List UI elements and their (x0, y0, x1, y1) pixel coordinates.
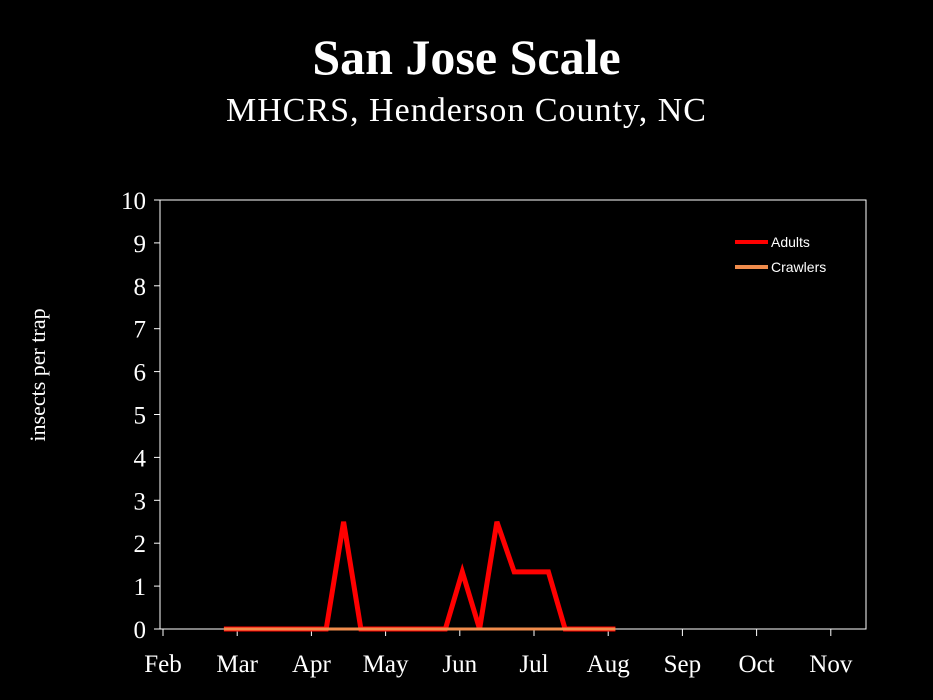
y-tick-label: 10 (121, 188, 146, 215)
y-tick-label: 0 (134, 617, 147, 644)
x-tick-label: Feb (144, 651, 182, 678)
x-tick-label: Jun (442, 651, 477, 678)
y-tick-label: 6 (134, 360, 147, 387)
x-tick-label: May (363, 651, 409, 678)
x-tick-label: Aug (587, 651, 631, 678)
y-tick-label: 3 (134, 488, 147, 515)
y-tick-label: 8 (134, 274, 147, 301)
y-tick-label: 2 (134, 531, 147, 558)
x-tick-label: Apr (292, 651, 332, 678)
legend-label-crawlers: Crawlers (771, 259, 826, 275)
chart-title: San Jose Scale (312, 29, 621, 85)
y-tick-label: 7 (134, 317, 147, 344)
x-tick-label: Nov (809, 651, 853, 678)
y-tick-label: 5 (134, 403, 147, 430)
y-tick-label: 4 (134, 445, 147, 472)
legend-label-adults: Adults (771, 234, 810, 250)
x-tick-label: Sep (664, 651, 702, 678)
x-tick-label: Jul (519, 651, 548, 678)
x-tick-label: Oct (739, 651, 775, 678)
y-tick-label: 9 (134, 231, 147, 258)
chart-subtitle: MHCRS, Henderson County, NC (226, 92, 707, 129)
series-line-adults (223, 520, 616, 632)
x-tick-label: Mar (216, 651, 258, 678)
y-tick-label: 1 (134, 574, 147, 601)
